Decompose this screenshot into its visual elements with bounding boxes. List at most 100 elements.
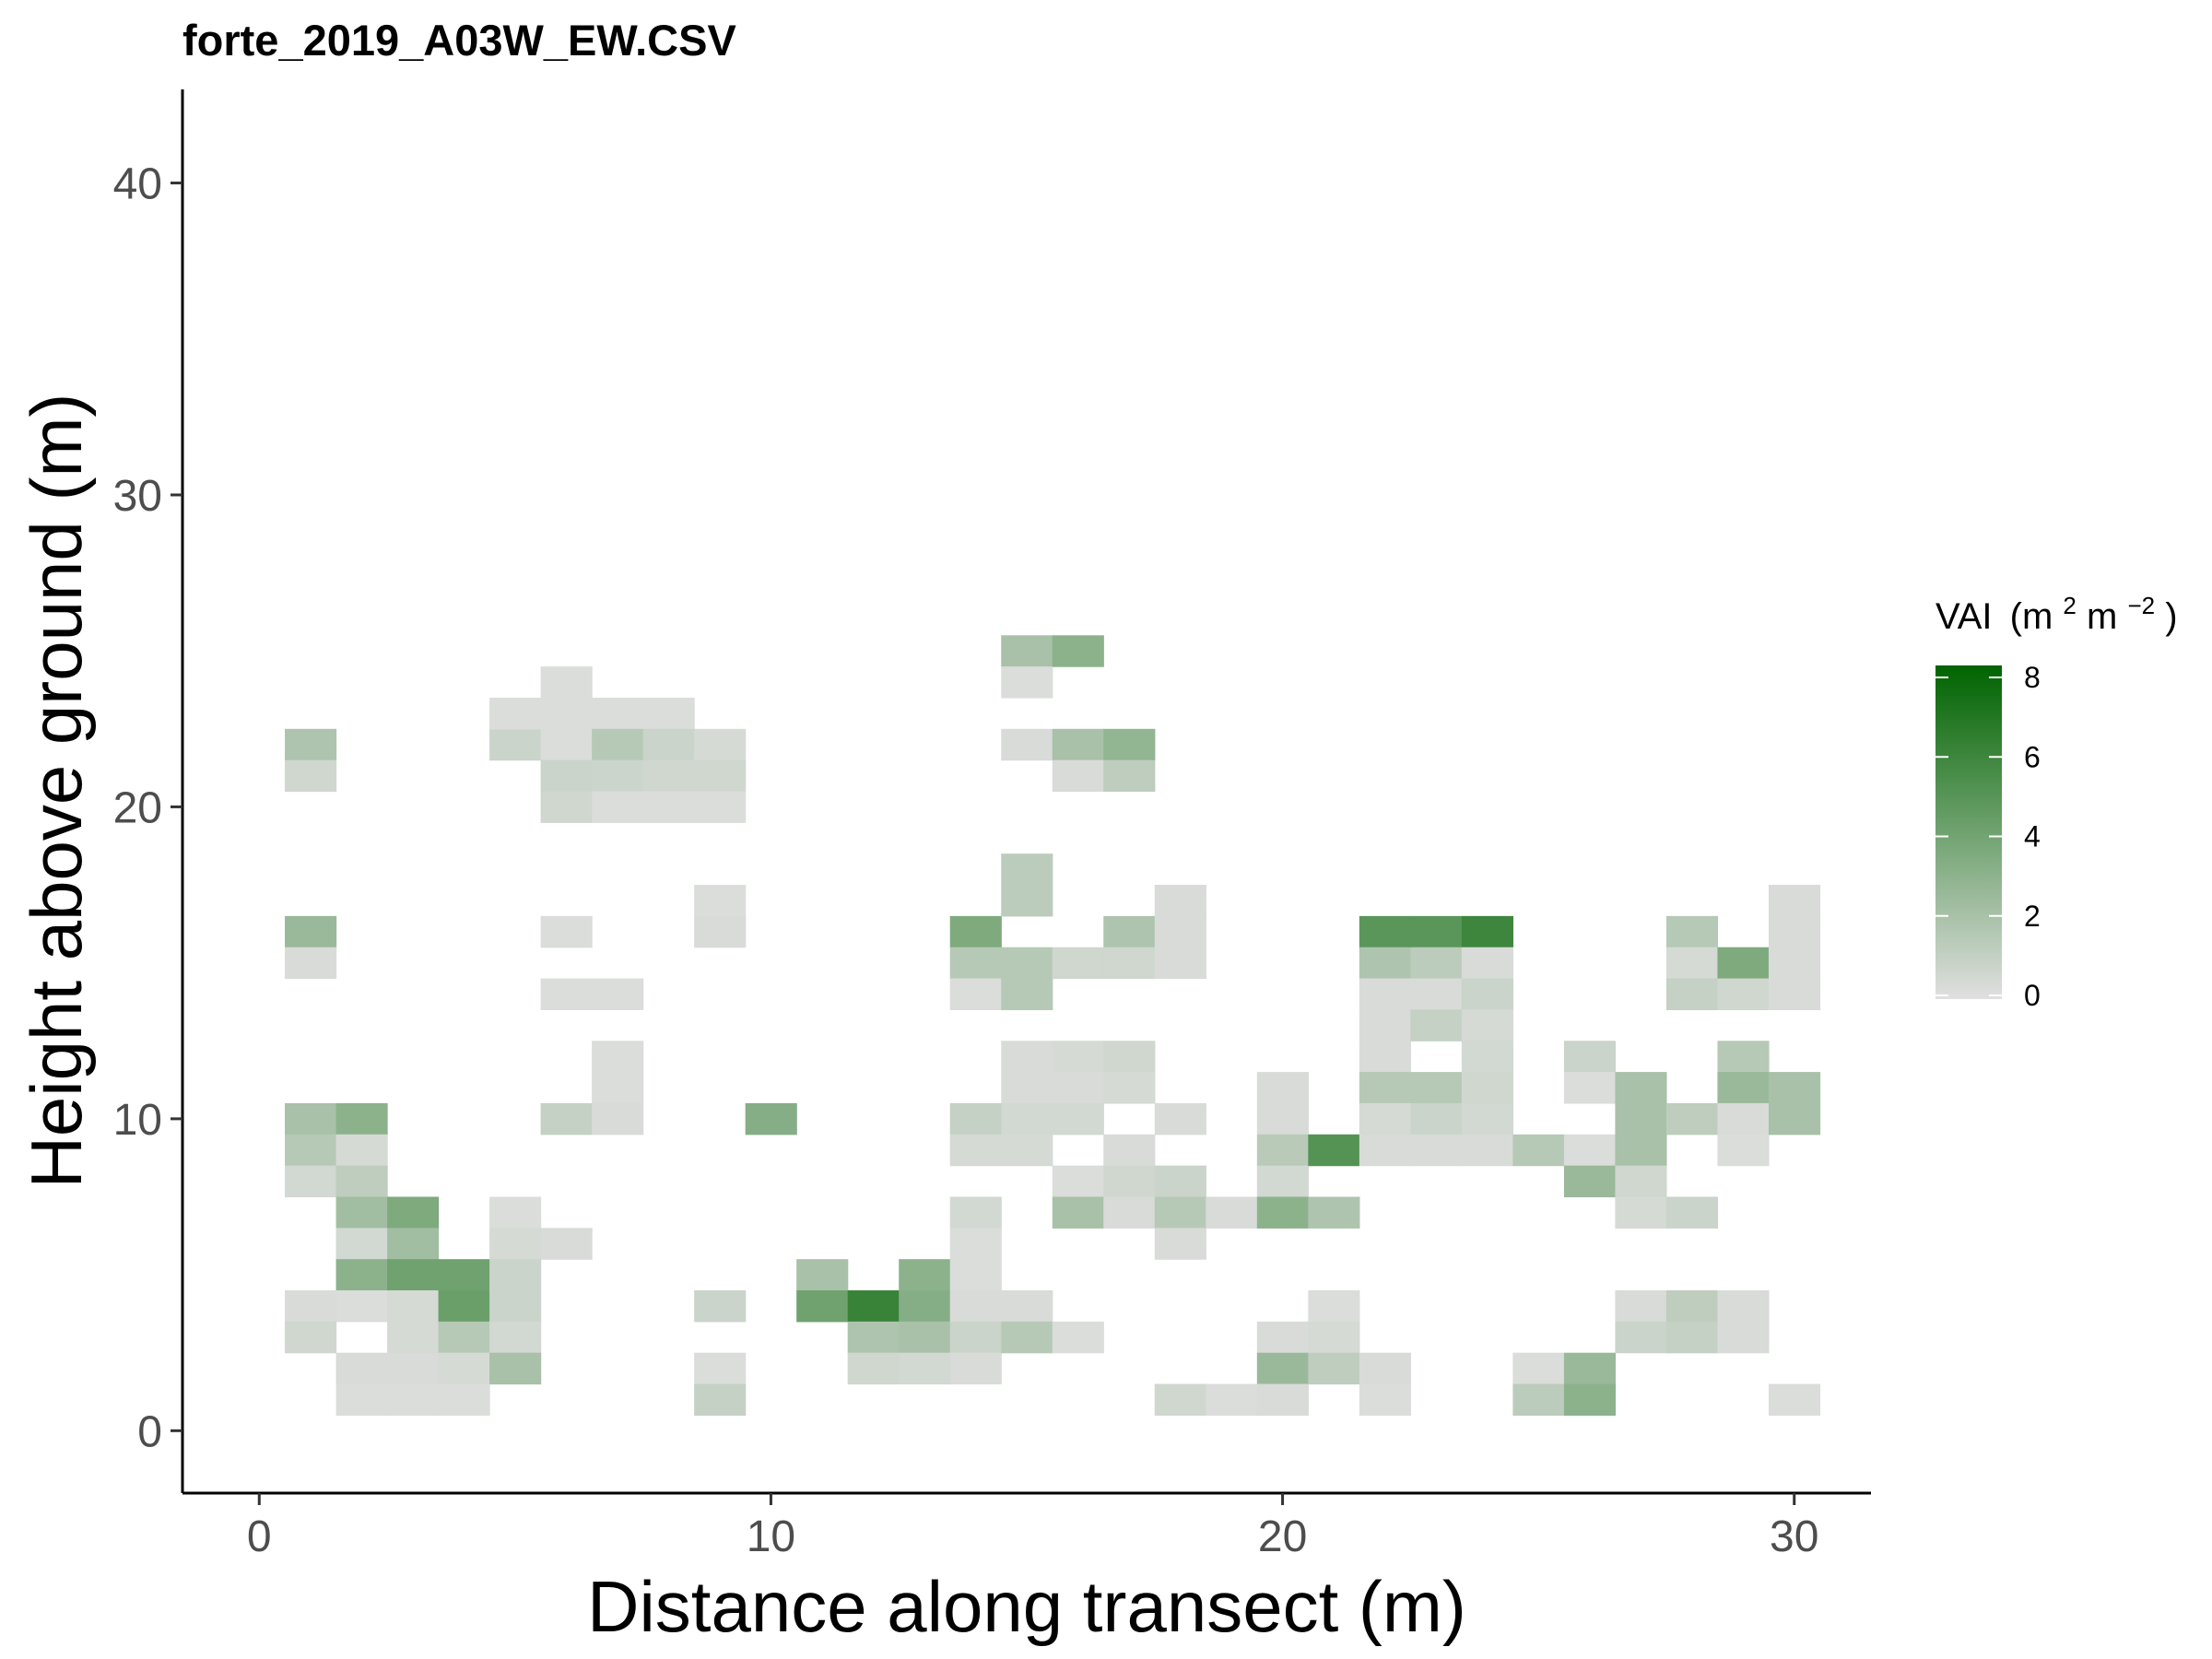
legend-unit-close: ) (2165, 596, 2177, 637)
heatmap-cell (387, 1352, 440, 1385)
chart-title: forte_2019_A03W_EW.CSV (182, 16, 736, 65)
heatmap-cell (949, 1196, 1002, 1229)
heatmap-cell (1359, 1041, 1411, 1073)
legend-title: VAI (m 2 m −2 ) (1936, 582, 2178, 637)
heatmap-cell (489, 697, 542, 730)
heatmap-cell (592, 1041, 644, 1073)
legend-tick-label: 8 (2024, 661, 2041, 694)
heatmap-cell (285, 1321, 337, 1354)
legend-unit-m: m (2087, 596, 2117, 637)
y-axis-ticks: 0 10 20 30 40 (113, 160, 182, 1456)
heatmap-cell (335, 1228, 388, 1260)
heatmap-cell (1615, 1321, 1667, 1354)
heatmap-cell (1461, 1102, 1513, 1135)
heatmap-cell (1563, 1352, 1617, 1385)
heatmap-cell (592, 759, 644, 793)
heatmap-cell (387, 1321, 440, 1354)
heatmap-cell (1512, 1134, 1565, 1167)
heatmap-cell (1052, 635, 1104, 667)
heatmap-cell (489, 1290, 542, 1323)
heatmap-cell (1154, 885, 1206, 917)
y-tick-label: 20 (113, 783, 162, 832)
heatmap-cell (592, 978, 644, 1011)
heatmap-cell (592, 1102, 644, 1135)
heatmap-cell (1206, 1196, 1258, 1229)
heatmap-cell (1359, 915, 1411, 948)
heatmap-cell (1717, 978, 1770, 1011)
heatmap-cells (285, 635, 1821, 1416)
heatmap-cell (335, 1383, 388, 1416)
heatmap-cell (592, 791, 644, 823)
y-tick-label: 30 (113, 472, 162, 521)
x-tick-label: 0 (247, 1512, 272, 1561)
heatmap-cell (1359, 978, 1411, 1011)
heatmap-cell (1001, 1290, 1053, 1323)
heatmap-cell (694, 915, 747, 948)
heatmap-cell (1103, 1165, 1156, 1198)
heatmap-cell (1563, 1134, 1617, 1167)
heatmap-cell (899, 1259, 951, 1291)
heatmap-cell (335, 1352, 388, 1385)
heatmap-cell (1001, 1041, 1053, 1073)
heatmap-cell (1001, 1102, 1053, 1135)
heatmap-cell (540, 1228, 593, 1260)
heatmap-cell (387, 1196, 440, 1229)
heatmap-cell (1768, 885, 1821, 917)
heatmap-cell (438, 1290, 490, 1323)
heatmap-cell (1103, 1041, 1156, 1073)
heatmap-cell (1717, 1134, 1770, 1167)
heatmap-cell (949, 1134, 1002, 1167)
heatmap-cell (1256, 1165, 1309, 1198)
heatmap-cell (1052, 1102, 1104, 1135)
heatmap-cell (1461, 947, 1513, 980)
heatmap-cell (1410, 915, 1463, 948)
heatmap-cell (489, 1196, 542, 1229)
heatmap-cell (949, 978, 1002, 1011)
heatmap-cell (1563, 1383, 1617, 1416)
heatmap-cell (1154, 1196, 1206, 1229)
legend-colorbar (1936, 665, 2002, 999)
heatmap-cell (1615, 1134, 1667, 1167)
heatmap-cell (949, 915, 1002, 948)
heatmap-cell (1665, 915, 1719, 948)
heatmap-cell (1001, 635, 1053, 667)
heatmap-cell (1665, 1321, 1719, 1354)
heatmap-cell (1461, 915, 1513, 948)
heatmap-cell (847, 1321, 900, 1354)
heatmap-cell (1103, 728, 1156, 761)
heatmap-cell (285, 1134, 337, 1167)
heatmap-cell (1717, 1321, 1770, 1354)
heatmap-cell (1717, 1102, 1770, 1135)
legend-unit-sup2: −2 (2127, 592, 2155, 619)
heatmap-cell (1256, 1352, 1309, 1385)
heatmap-cell (1768, 1383, 1821, 1416)
heatmap-cell (1615, 1072, 1667, 1104)
legend: VAI (m 2 m −2 ) 0 2 4 6 8 (1936, 582, 2178, 1012)
heatmap-cell (1410, 1102, 1463, 1135)
heatmap-cell (694, 759, 747, 793)
heatmap-cell (1001, 1321, 1053, 1354)
heatmap-cell (1154, 915, 1206, 948)
heatmap-cell (745, 1102, 797, 1135)
heatmap-cell (1615, 1196, 1667, 1229)
heatmap-cell (949, 1259, 1002, 1291)
heatmap-cell (1563, 1165, 1617, 1198)
heatmap-cell (592, 697, 644, 730)
heatmap-cell (1001, 1072, 1053, 1104)
heatmap-cell (1256, 1196, 1309, 1229)
heatmap-cell (1052, 1196, 1104, 1229)
heatmap-cell (1052, 1321, 1104, 1354)
heatmap-cell (1563, 1041, 1617, 1073)
heatmap-cell (1768, 947, 1821, 980)
heatmap-cell (1410, 1134, 1463, 1167)
heatmap-cell (285, 728, 337, 761)
heatmap-cell (1768, 1102, 1821, 1135)
heatmap-cell (1717, 1290, 1770, 1323)
heatmap-cell (1001, 728, 1053, 761)
heatmap-cell (285, 947, 337, 980)
heatmap-cell (489, 1228, 542, 1260)
heatmap-cell (1103, 759, 1156, 793)
heatmap-cell (438, 1259, 490, 1291)
heatmap-cell (949, 947, 1002, 980)
